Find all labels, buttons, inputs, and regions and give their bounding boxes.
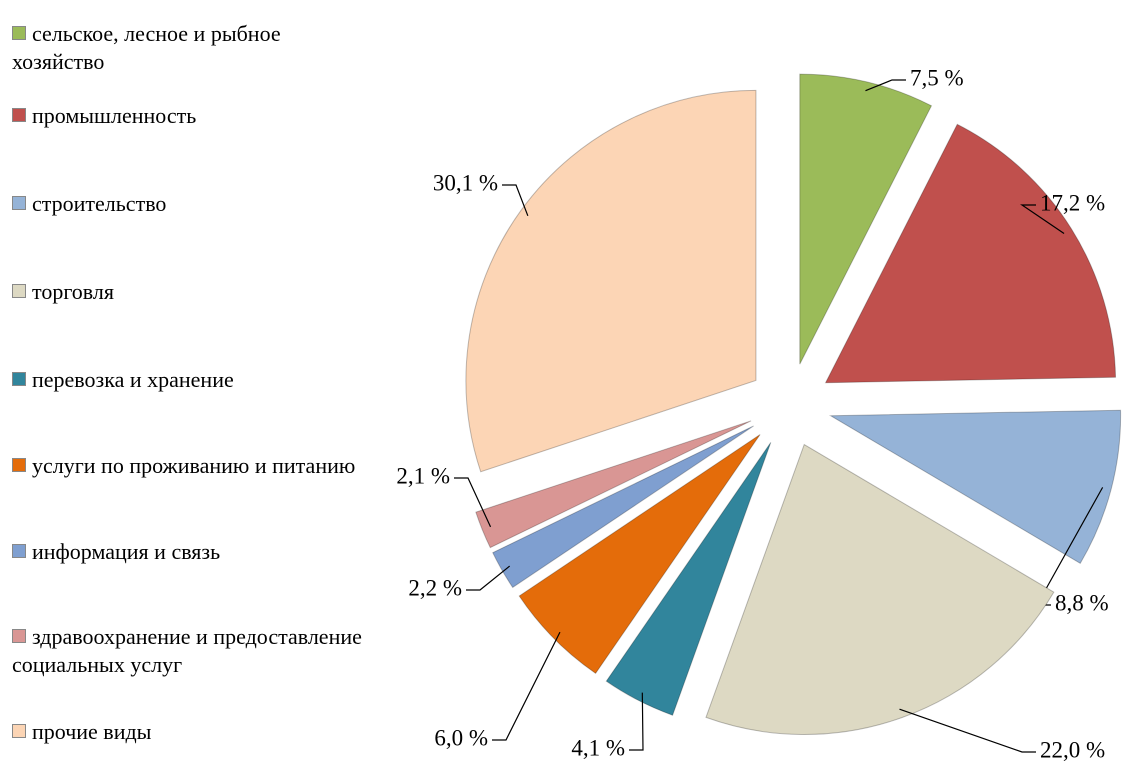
legend-entry: перевозка и хранение [12,366,362,394]
leader-line [899,708,1036,753]
legend-entry: прочие виды [12,718,362,746]
pie-slice [492,425,754,589]
data-label: 30,1 % [433,170,498,195]
legend-swatch [12,284,26,298]
data-label: 4,1 % [571,735,625,760]
data-label: 22,0 % [1040,737,1105,762]
legend-swatch [12,108,26,122]
legend-label: информация и связь [32,539,221,564]
legend-entry: строительство [12,190,362,218]
pie-slice [518,434,761,675]
legend-swatch [12,629,26,643]
data-label: 2,1 % [396,463,450,488]
legend-label: торговля [32,279,114,304]
leader-line [492,631,561,741]
legend-entry: промышленность [12,102,362,130]
legend-swatch [12,26,26,40]
pie-slice [605,442,772,716]
legend-entry: здравоохранение и предоставление социаль… [12,623,362,679]
leader-line [629,692,644,751]
data-label: 8,8 % [1055,590,1109,615]
legend-swatch [12,724,26,738]
leader-line [1020,204,1065,234]
legend-label: здравоохранение и предоставление социаль… [12,624,362,677]
pie-slice [475,420,752,549]
pie-slice [799,73,933,365]
data-label: 7,5 % [910,65,964,90]
legend-label: сельское, лесное и рыбное хозяйство [12,21,281,74]
legend-entry: информация и связь [12,538,362,566]
legend-label: строительство [32,191,167,216]
pie-slice [828,409,1122,565]
legend-label: перевозка и хранение [32,367,234,392]
pie-slice [705,443,1055,735]
leader-line [466,565,511,591]
legend-entry: сельское, лесное и рыбное хозяйство [12,20,362,76]
leader-line [865,79,906,92]
pie-slice [465,89,757,473]
legend-swatch [12,372,26,386]
legend-label: услуги по проживанию и питанию [32,453,356,478]
legend-entry: торговля [12,278,362,306]
legend-label: промышленность [32,103,197,128]
legend-swatch [12,544,26,558]
data-label: 6,0 % [434,725,488,750]
data-label: 2,2 % [408,575,462,600]
legend-swatch [12,196,26,210]
leader-line [454,477,492,528]
legend-swatch [12,458,26,472]
leader-line [502,184,529,217]
data-label: 17,2 % [1040,190,1105,215]
legend-entry: услуги по проживанию и питанию [12,452,362,480]
pie-slice [824,123,1117,384]
legend-label: прочие виды [32,719,152,744]
